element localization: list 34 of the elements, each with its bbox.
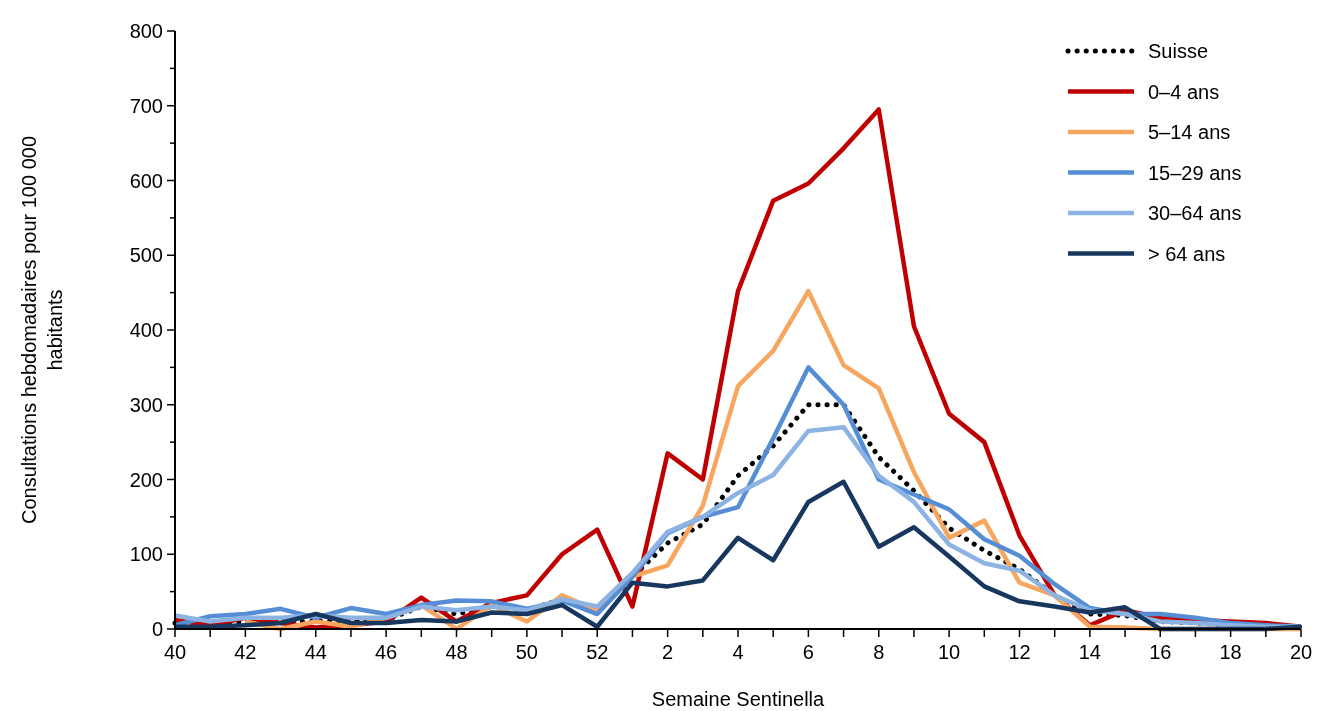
- x-tick-label: 4: [732, 641, 744, 663]
- x-tick-label: 10: [938, 641, 961, 663]
- x-tick-label: 18: [1219, 641, 1242, 663]
- x-tick-label: 52: [586, 641, 609, 663]
- x-tick-label: 50: [515, 641, 538, 663]
- legend-label: 15–29 ans: [1148, 161, 1242, 184]
- x-tick-label: 14: [1078, 641, 1101, 663]
- y-tick-label: 200: [129, 468, 163, 491]
- y-tick-label: 400: [129, 319, 163, 341]
- y-tick-label: 700: [129, 94, 163, 117]
- x-tick-label: 40: [163, 641, 187, 663]
- x-tick-label: 12: [1008, 641, 1031, 663]
- x-tick-label: 2: [662, 641, 674, 663]
- y-tick-label: 300: [129, 393, 163, 416]
- x-tick-label: 46: [375, 641, 398, 663]
- y-tick-label: 0: [151, 618, 163, 640]
- x-tick-label: 44: [304, 641, 327, 663]
- legend-label: 0–4 ans: [1148, 80, 1220, 103]
- legend-label: > 64 ans: [1148, 242, 1226, 265]
- legend-label: 30–64 ans: [1148, 202, 1242, 224]
- x-tick-label: 8: [873, 641, 885, 663]
- x-tick-label: 48: [445, 641, 468, 663]
- x-tick-label: 6: [802, 641, 814, 663]
- x-tick-label: 42: [234, 641, 257, 663]
- y-tick-label: 600: [129, 169, 163, 192]
- legend-label: 5–14 ans: [1148, 121, 1231, 143]
- y-axis-title: Consultations hebdomadaires pour 100 000 habitants: [18, 135, 66, 525]
- x-tick-label: 20: [1289, 641, 1313, 663]
- y-tick-label: 100: [129, 543, 163, 566]
- legend-label: Suisse: [1148, 40, 1209, 62]
- x-tick-label: 16: [1149, 641, 1172, 663]
- x-axis-title: Semaine Sentinella: [651, 688, 826, 710]
- y-tick-label: 800: [129, 20, 163, 42]
- y-tick-label: 500: [129, 244, 163, 267]
